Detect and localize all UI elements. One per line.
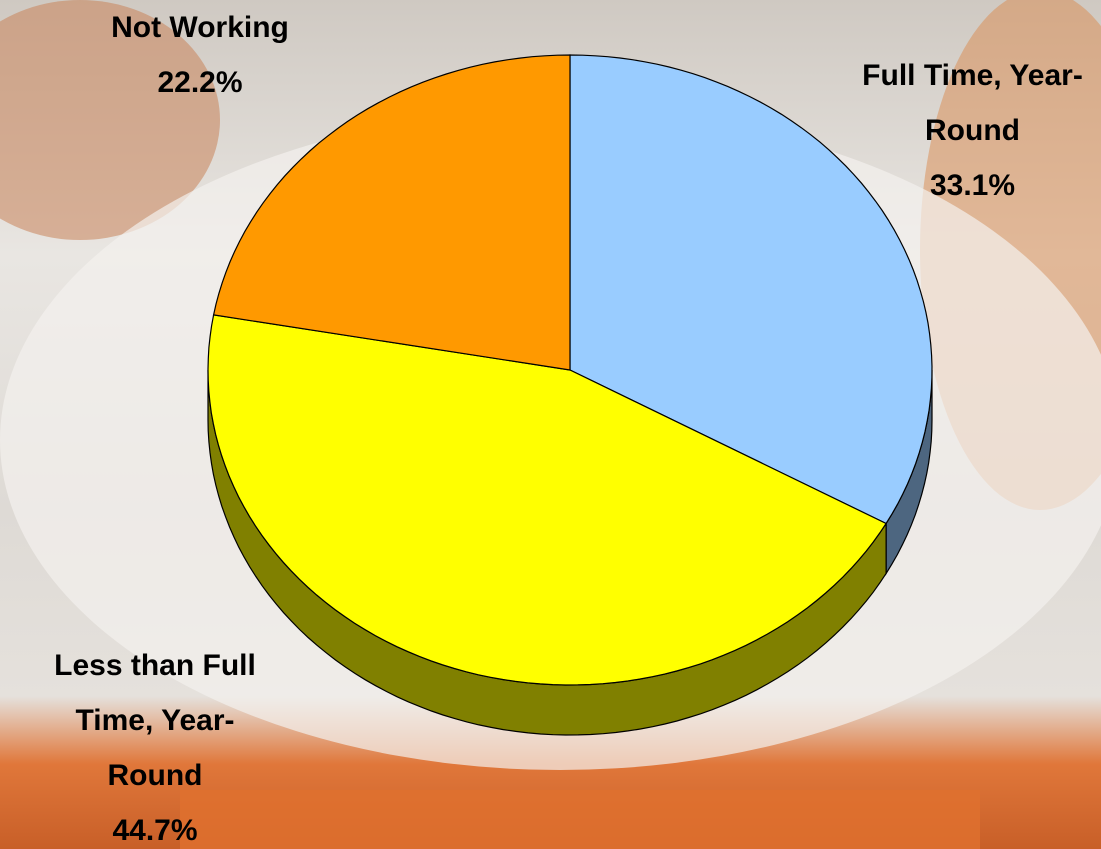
value-label: 33.1% [850,158,1095,213]
value-label: 44.7% [45,803,265,849]
slice-label: Full Time, Year-Round 33.1% [850,48,1095,213]
slice-label: Not Working 22.2% [70,0,330,110]
category-label: Not Working [70,0,330,55]
slice-label: Less than Full Time, Year-Round 44.7% [45,638,265,849]
category-label: Full Time, Year-Round [850,48,1095,158]
page: Not Working 22.2% Full Time, Year-Round … [0,0,1101,849]
value-label: 22.2% [70,55,330,110]
category-label: Less than Full Time, Year-Round [45,638,265,803]
